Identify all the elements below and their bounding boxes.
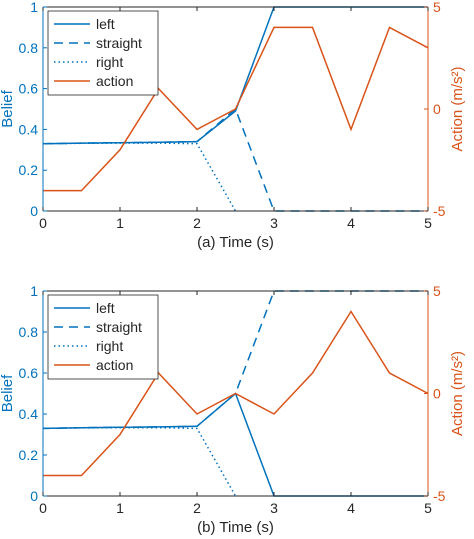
y-left-tick-label: 0.2 bbox=[19, 447, 39, 463]
series-line-right bbox=[42, 426, 237, 497]
legend-label-action: action bbox=[96, 357, 133, 373]
y-left-tick-label: 1 bbox=[30, 0, 38, 15]
x-tick-label: 1 bbox=[116, 215, 124, 231]
series-line-right bbox=[42, 142, 237, 212]
y-left-tick-label: 0 bbox=[30, 203, 38, 219]
y-left-tick-label: 0.6 bbox=[19, 81, 39, 97]
y-left-tick-label: 0.2 bbox=[19, 162, 39, 178]
x-tick-label: 5 bbox=[424, 500, 432, 516]
legend-label-action: action bbox=[96, 73, 133, 89]
y-left-tick-label: 0 bbox=[30, 488, 38, 504]
chart-panel-b: 0 1 2 3 4 5 0 0.2 0.4 0.6 0.8 1 -5 0 5 (b) Time (s) Beli… bbox=[0, 283, 466, 536]
y-left-tick-label: 0.4 bbox=[19, 121, 39, 137]
y-axis-label-left: Belief bbox=[0, 374, 16, 412]
y-axis-label-right: Action (m/s²) bbox=[449, 351, 466, 436]
y-right-tick-label: 0 bbox=[433, 386, 441, 402]
x-axis-label: (a) Time (s) bbox=[197, 234, 274, 251]
x-axis-label: (b) Time (s) bbox=[197, 519, 274, 536]
legend-label-left: left bbox=[96, 300, 115, 316]
y-right-tick-label: 5 bbox=[433, 283, 441, 299]
y-left-tick-label: 0.8 bbox=[19, 40, 39, 56]
y-left-tick-label: 0.4 bbox=[19, 406, 39, 422]
legend-label-right: right bbox=[96, 338, 123, 354]
chart-panel-a: 0 1 2 3 4 5 0 0.2 0.4 0.6 0.8 1 -5 0 5 (a) Time (s) Beli… bbox=[0, 0, 466, 251]
legend-label-left: left bbox=[96, 16, 115, 32]
legend: left straight right action bbox=[47, 294, 159, 380]
legend: left straight right action bbox=[47, 10, 159, 96]
legend-label-straight: straight bbox=[96, 319, 142, 335]
x-tick-label: 2 bbox=[193, 500, 201, 516]
legend-label-straight: straight bbox=[96, 35, 142, 51]
y-left-tick-label: 1 bbox=[30, 283, 38, 299]
x-tick-label: 5 bbox=[424, 215, 432, 231]
x-tick-label: 0 bbox=[39, 500, 47, 516]
y-right-tick-label: 5 bbox=[433, 0, 441, 15]
y-right-tick-label: -5 bbox=[433, 203, 446, 219]
y-axis-label-left: Belief bbox=[0, 89, 16, 127]
series-line-action bbox=[43, 26, 429, 192]
x-tick-label: 4 bbox=[347, 500, 355, 516]
legend-label-right: right bbox=[96, 54, 123, 70]
y-right-tick-label: 0 bbox=[433, 101, 441, 117]
x-tick-label: 1 bbox=[116, 500, 124, 516]
y-right-tick-label: -5 bbox=[433, 488, 446, 504]
y-left-tick-label: 0.6 bbox=[19, 365, 39, 381]
x-tick-label: 4 bbox=[347, 215, 355, 231]
x-tick-label: 0 bbox=[39, 215, 47, 231]
y-axis-label-right: Action (m/s²) bbox=[449, 66, 466, 151]
y-left-tick-label: 0.8 bbox=[19, 324, 39, 340]
x-tick-label: 3 bbox=[270, 215, 278, 231]
x-tick-label: 3 bbox=[270, 500, 278, 516]
x-tick-label: 2 bbox=[193, 215, 201, 231]
series-line-action bbox=[43, 310, 429, 477]
